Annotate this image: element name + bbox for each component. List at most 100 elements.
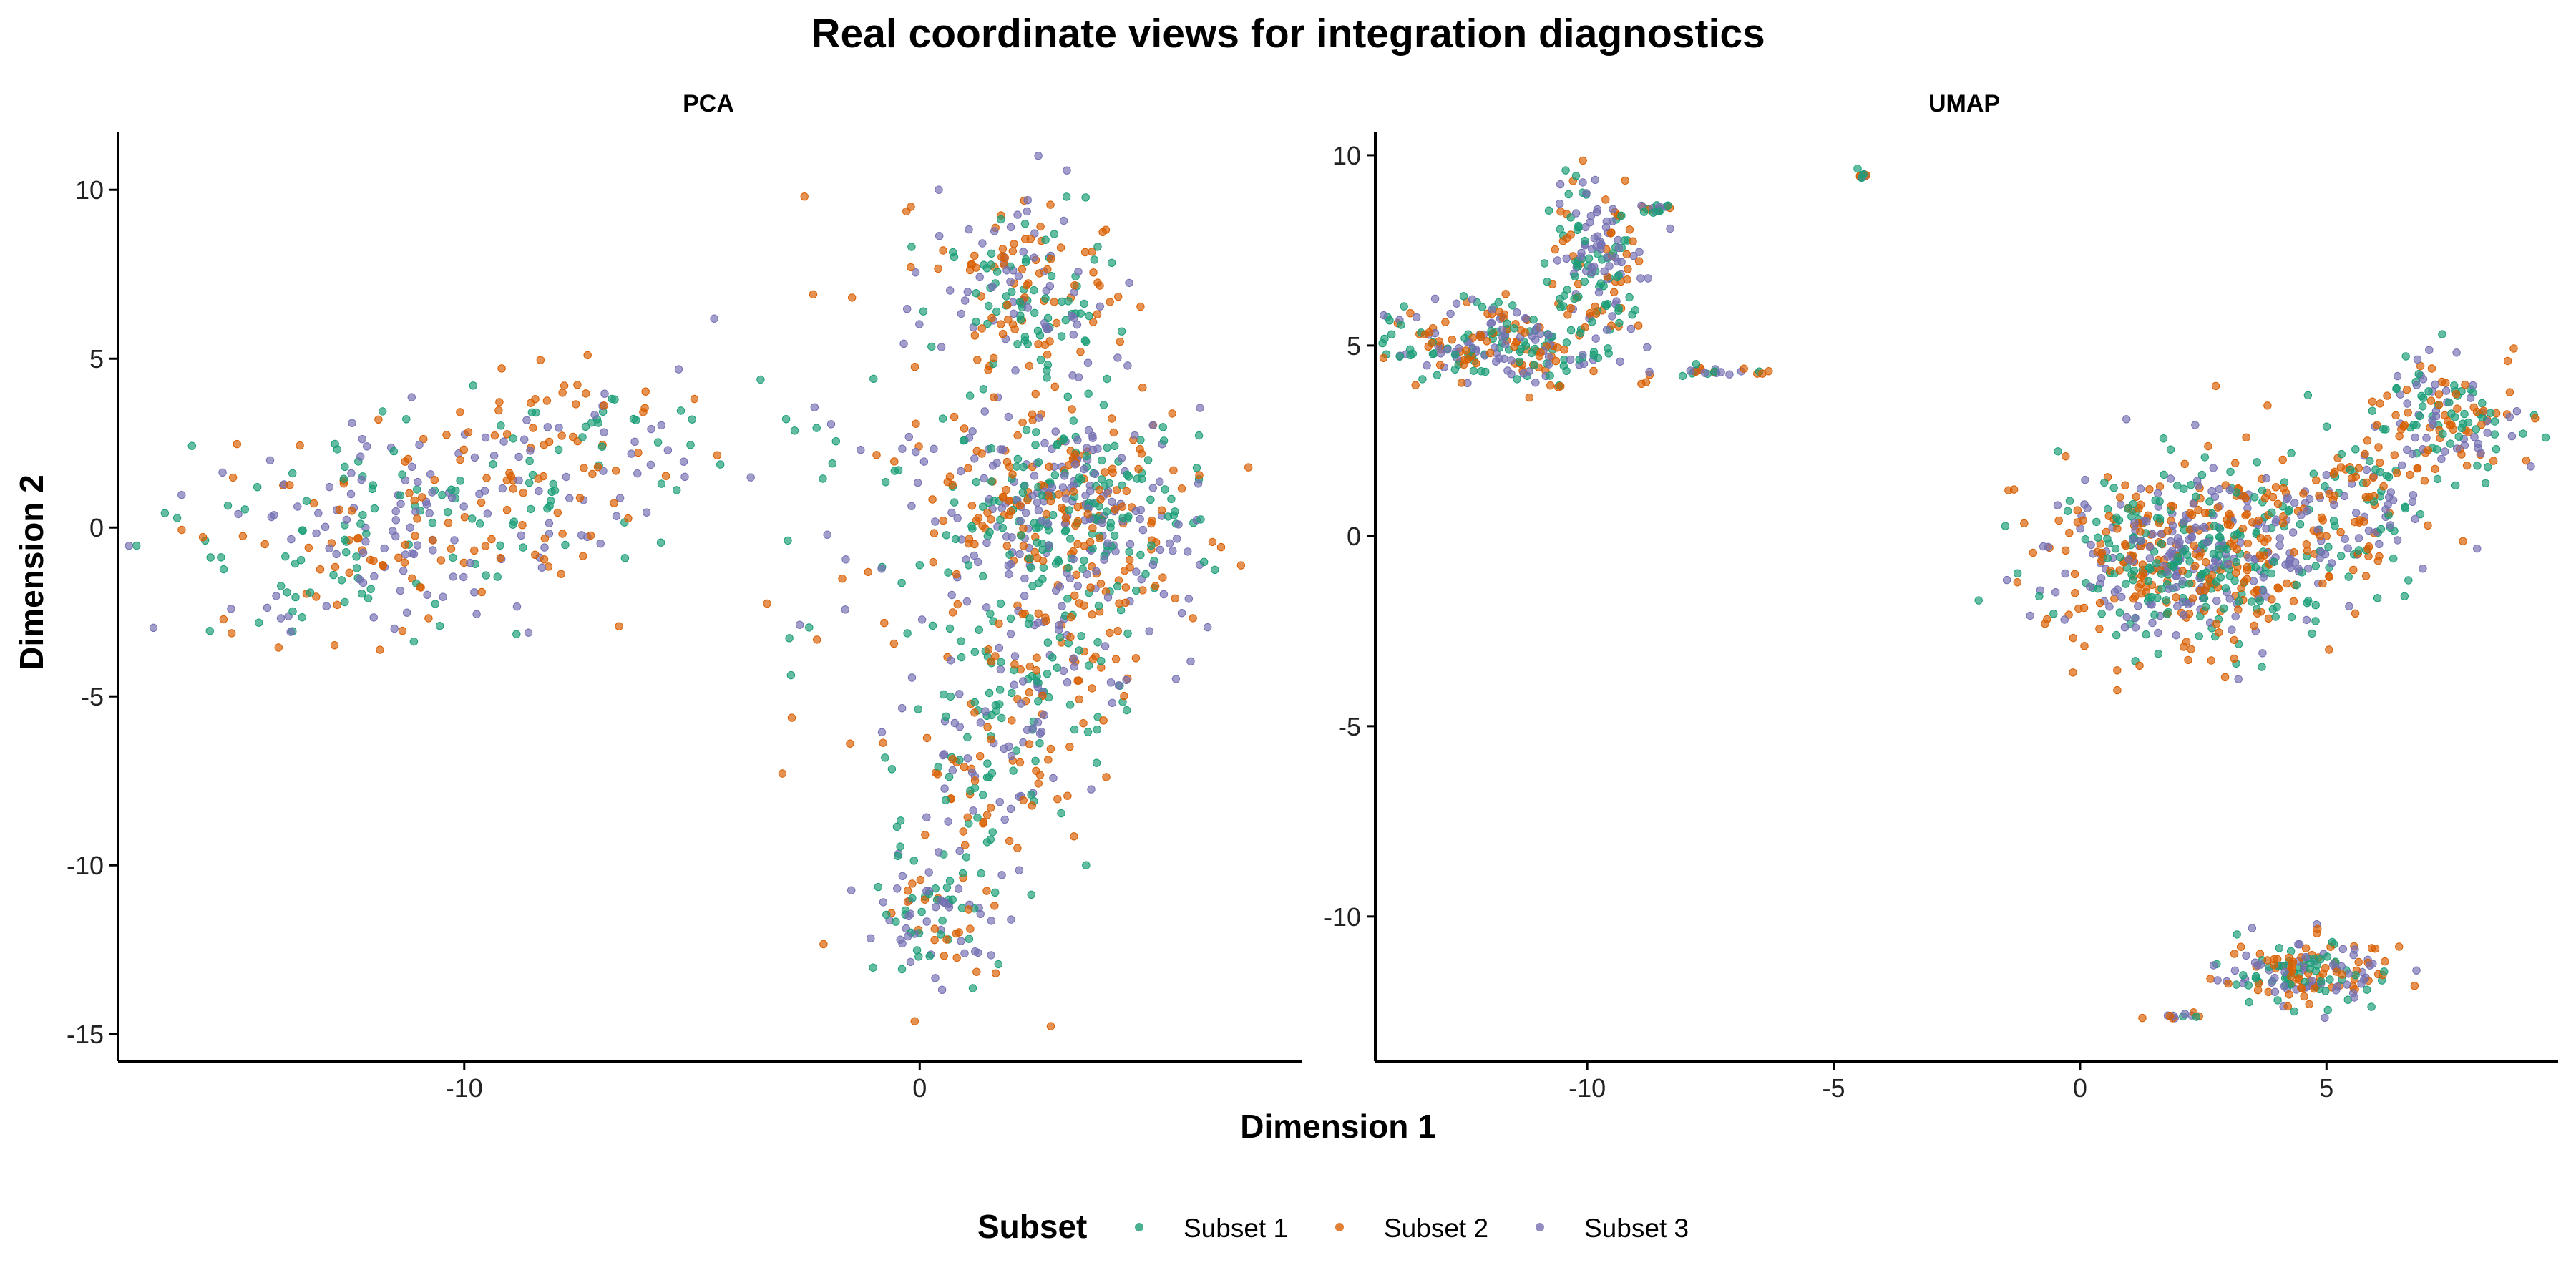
data-point — [2390, 527, 2399, 535]
data-point — [514, 476, 523, 484]
data-point — [1038, 575, 1047, 584]
data-point — [358, 435, 366, 444]
data-point — [1004, 561, 1013, 570]
data-point — [2412, 966, 2421, 975]
data-point — [2292, 581, 2301, 590]
data-point — [325, 544, 333, 552]
data-point — [422, 500, 431, 509]
data-point — [333, 600, 341, 609]
data-point — [1020, 574, 1029, 583]
data-point — [302, 497, 311, 505]
data-point — [1124, 472, 1133, 481]
data-point — [2399, 422, 2408, 431]
data-point — [593, 463, 602, 472]
data-point — [1435, 361, 1445, 369]
data-point — [1035, 739, 1044, 748]
data-point — [2157, 570, 2166, 578]
data-point — [1025, 740, 1034, 748]
data-point — [321, 522, 330, 531]
data-point — [363, 442, 371, 451]
data-point — [2238, 524, 2248, 533]
data-point — [1108, 497, 1116, 506]
data-point — [968, 427, 977, 436]
data-point — [1488, 305, 1497, 314]
data-point — [929, 557, 937, 567]
data-point — [2408, 497, 2417, 506]
data-point — [1599, 282, 1608, 291]
data-point — [1088, 445, 1098, 454]
data-point — [2275, 944, 2284, 952]
data-point — [2330, 500, 2338, 509]
data-point — [2113, 585, 2122, 594]
data-point — [577, 531, 586, 540]
data-point — [2223, 560, 2233, 569]
data-point — [2207, 656, 2216, 665]
data-point — [1073, 676, 1082, 685]
data-point — [304, 543, 313, 552]
data-point — [540, 543, 549, 552]
data-point — [1378, 338, 1387, 348]
data-point — [960, 949, 969, 958]
data-point — [1019, 248, 1028, 256]
data-point — [1131, 654, 1141, 663]
data-point — [1579, 351, 1587, 359]
data-point — [2231, 459, 2240, 467]
data-point — [2381, 505, 2390, 514]
data-point — [1123, 361, 1132, 370]
data-point — [436, 622, 444, 630]
data-point — [2361, 572, 2371, 580]
data-point — [1574, 292, 1583, 301]
data-point — [930, 444, 938, 453]
data-point — [1008, 288, 1016, 296]
data-point — [2191, 421, 2200, 429]
data-point — [425, 509, 434, 517]
data-point — [933, 770, 942, 779]
data-point — [1118, 481, 1126, 490]
data-point — [1036, 222, 1045, 231]
data-point — [520, 435, 529, 444]
data-point — [1173, 535, 1181, 543]
data-point — [2189, 499, 2198, 508]
data-point — [2263, 956, 2272, 965]
data-point — [2115, 552, 2124, 562]
data-point — [795, 620, 804, 629]
data-point — [1028, 801, 1037, 810]
data-point — [2337, 962, 2346, 971]
data-point — [2393, 469, 2401, 477]
data-point — [2457, 450, 2466, 459]
data-point — [2187, 481, 2195, 489]
data-point — [1016, 316, 1025, 324]
data-point — [1020, 482, 1029, 491]
data-point — [1033, 718, 1043, 727]
data-point — [1070, 832, 1078, 841]
data-point — [968, 984, 977, 992]
data-point — [2136, 484, 2145, 493]
y-axis-title: Dimension 2 — [13, 474, 50, 670]
data-point — [1236, 561, 1246, 570]
data-point — [2137, 536, 2145, 545]
data-point — [233, 439, 241, 449]
data-point — [600, 428, 608, 436]
data-point — [2275, 541, 2284, 550]
data-point — [557, 570, 565, 578]
data-point — [1082, 452, 1091, 461]
data-point — [957, 467, 965, 476]
data-point — [939, 246, 947, 255]
data-point — [2197, 470, 2207, 479]
umap-x-axis: -10 -5 0 5 — [1568, 1061, 2333, 1103]
data-point — [518, 521, 527, 530]
data-point — [2228, 625, 2236, 634]
data-point — [1450, 351, 1460, 359]
data-point — [1070, 663, 1079, 671]
data-point — [746, 473, 755, 482]
data-point — [2209, 961, 2218, 970]
data-point — [379, 407, 387, 416]
data-point — [172, 514, 182, 522]
data-point — [996, 599, 1005, 608]
data-point — [919, 457, 929, 466]
data-point — [2163, 527, 2172, 535]
data-point — [912, 447, 920, 457]
data-point — [2429, 420, 2437, 429]
data-point — [937, 985, 947, 995]
data-point — [893, 884, 902, 893]
